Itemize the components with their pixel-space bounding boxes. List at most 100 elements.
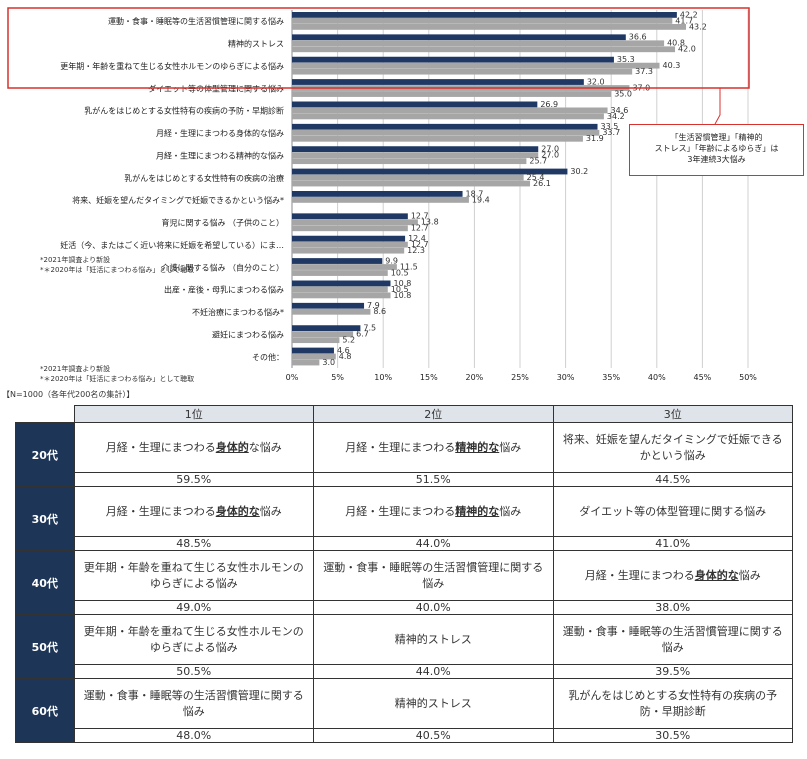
ranking-table: 1位 2位 3位 20代 月経・生理にまつわる身体的な悩み 月経・生理にまつわる精神… — [15, 405, 793, 743]
value-label: 11.5 — [400, 262, 418, 271]
x-tick-label: 20% — [466, 373, 484, 382]
value-label: 25.7 — [529, 157, 547, 166]
x-tick-label: 15% — [420, 373, 438, 382]
rank-item-emphasis: 身体的な — [694, 568, 739, 582]
rank-percent: 51.5% — [313, 472, 554, 487]
bar-2021年 — [292, 101, 538, 108]
x-tick-label: 40% — [648, 373, 666, 382]
rank-item-text: 月経・生理にまつわる — [105, 440, 216, 454]
value-label: 41.7 — [675, 16, 693, 25]
bar-2021年 — [292, 213, 408, 220]
rank-item-text: 月経・生理にまつわる — [584, 568, 695, 582]
age-group-label: 60代 — [15, 678, 75, 743]
bar-2021年 — [292, 258, 383, 264]
rank-item: ダイエット等の体型管理に関する悩み — [552, 486, 793, 537]
callout-line-3: 3年連続3大悩み — [687, 155, 746, 164]
bar-2019年 — [292, 180, 531, 187]
bar-chart: 運動・食事・睡眠等の生活習慣管理に関する悩み精神的ストレス更年期・年齢を重ねて生… — [7, 7, 757, 383]
bar-2021年 — [292, 146, 539, 153]
rank-item-text: 将来、妊娠を望んだタイミングで妊娠できるかという悩み — [562, 432, 783, 462]
bar-2021年 — [292, 347, 334, 354]
category-label: 将来、妊娠を望んだタイミングで妊娠できるかという悩み* — [72, 195, 284, 205]
ranking-pct-row-0: 59.5% 51.5% 44.5% — [16, 472, 793, 487]
callout-line-2: ストレス」「年齢によるゆらぎ」は — [654, 144, 779, 153]
bar-2019年 — [292, 113, 604, 120]
value-label: 18.7 — [466, 189, 484, 198]
rank-item: 乳がんをはじめとする女性特有の疾病の予防・早期診断 — [552, 678, 793, 729]
value-label: 26.9 — [540, 100, 558, 109]
value-label: 36.6 — [629, 33, 647, 42]
age-group-label: 20代 — [15, 422, 75, 487]
value-label: 31.9 — [586, 134, 604, 143]
ranking-row-3: 50代 更年期・年齢を重ねて生じる女性ホルモンのゆらぎによる悩み 精神的ストレス 運動… — [15, 614, 793, 679]
rank-percent: 30.5% — [552, 728, 793, 743]
rank-item-text: 更年期・年齢を重ねて生じる女性ホルモンのゆらぎによる悩み — [83, 560, 304, 590]
rank-item-suffix: 悩み — [499, 440, 522, 454]
rank-item: 月経・生理にまつわる身体的な悩み — [73, 422, 314, 473]
bar-2019年 — [292, 24, 686, 30]
value-label: 4.8 — [339, 352, 352, 361]
bar-2020年 — [292, 40, 665, 47]
value-label: 10.5 — [391, 268, 409, 277]
bar-2019年 — [292, 225, 408, 232]
rank-item-text: 精神的ストレス — [394, 696, 472, 710]
ranking-pct-row-3: 50.5% 44.0% 39.5% — [16, 664, 793, 679]
x-tick-label: 50% — [739, 373, 757, 382]
rank-item: 運動・食事・睡眠等の生活習慣管理に関する悩み — [313, 550, 554, 601]
category-label: 妊活（今、またはごく近い将来に妊娠を希望している）にま… — [60, 240, 284, 250]
bar-2020年 — [292, 129, 600, 136]
rank-percent: 40.5% — [313, 728, 554, 743]
ranking-pct-row-2: 49.0% 40.0% 38.0% — [16, 600, 793, 615]
value-label: 42.0 — [678, 45, 696, 54]
bar-2020年 — [292, 241, 408, 248]
x-tick-label: 10% — [374, 373, 392, 382]
x-tick-label: 35% — [602, 373, 620, 382]
rank-item-text: 運動・食事・睡眠等の生活習慣管理に関する悩み — [562, 624, 783, 654]
callout-connector — [714, 88, 721, 125]
value-label: 32.0 — [587, 77, 605, 86]
bar-2019年 — [292, 270, 388, 276]
bar-2019年 — [292, 359, 320, 366]
value-label: 12.3 — [407, 246, 425, 255]
rank-item: 将来、妊娠を望んだタイミングで妊娠できるかという悩み — [552, 422, 793, 473]
bar-2020年 — [292, 308, 371, 315]
rank-item: 月経・生理にまつわる身体的な悩み — [73, 486, 314, 537]
header-rank-3: 3位 — [552, 405, 793, 423]
bar-2020年 — [292, 107, 608, 114]
bar-2019年 — [292, 337, 340, 344]
value-label: 3.0 — [322, 358, 335, 367]
bar-2020年 — [292, 152, 539, 159]
bar-2021年 — [292, 325, 361, 332]
rank-percent: 38.0% — [552, 600, 793, 615]
bar-2020年 — [292, 197, 469, 203]
value-label: 6.7 — [356, 330, 369, 339]
note-mid-2: *＊2020年は「妊活にまつわる悩み」として聴取 — [40, 265, 194, 274]
ranking-row-2: 40代 更年期・年齢を重ねて生じる女性ホルモンのゆらぎによる悩み 運動・食事・睡眠等… — [15, 550, 793, 615]
value-label: 27.0 — [541, 145, 559, 154]
bar-2019年 — [292, 46, 676, 53]
bar-2021年 — [292, 34, 626, 41]
callout-box: 「生活習慣管理」「精神的 ストレス」「年齢によるゆらぎ」は 3年連続3大悩み — [629, 124, 804, 176]
category-label: 不妊治療にまつわる悩み* — [192, 307, 284, 317]
value-label: 9.9 — [385, 256, 398, 265]
value-label: 25.4 — [527, 173, 545, 182]
rank-percent: 50.5% — [73, 664, 314, 679]
value-label: 30.2 — [570, 167, 588, 176]
ranking-pct-row-4: 48.0% 40.5% 30.5% — [16, 728, 793, 743]
x-tick-label: 5% — [331, 373, 344, 382]
rank-item-emphasis: 精神的な — [455, 504, 500, 518]
ranking-row-1: 30代 月経・生理にまつわる身体的な悩み 月経・生理にまつわる精神的な悩み ダイエット… — [15, 486, 793, 551]
category-label: 避妊にまつわる悩み — [212, 329, 284, 339]
note-bottom-1: *2021年調査より新設 — [40, 364, 110, 373]
rank-item-text: 月経・生理にまつわる — [345, 504, 456, 518]
callout-line-1: 「生活習慣管理」「精神的 — [670, 133, 763, 142]
bar-2020年 — [292, 18, 673, 24]
category-label: 乳がんをはじめとする女性特有の疾病の予防・早期診断 — [84, 106, 284, 116]
value-label: 27.0 — [541, 151, 559, 160]
bar-2020年 — [292, 286, 388, 293]
rank-item-text: 月経・生理にまつわる — [105, 504, 216, 518]
value-label: 33.7 — [602, 128, 620, 137]
rank-item: 更年期・年齢を重ねて生じる女性ホルモンのゆらぎによる悩み — [73, 550, 314, 601]
ranking-pct-row-1: 48.5% 44.0% 41.0% — [16, 536, 793, 551]
rank-percent: 44.0% — [313, 664, 554, 679]
